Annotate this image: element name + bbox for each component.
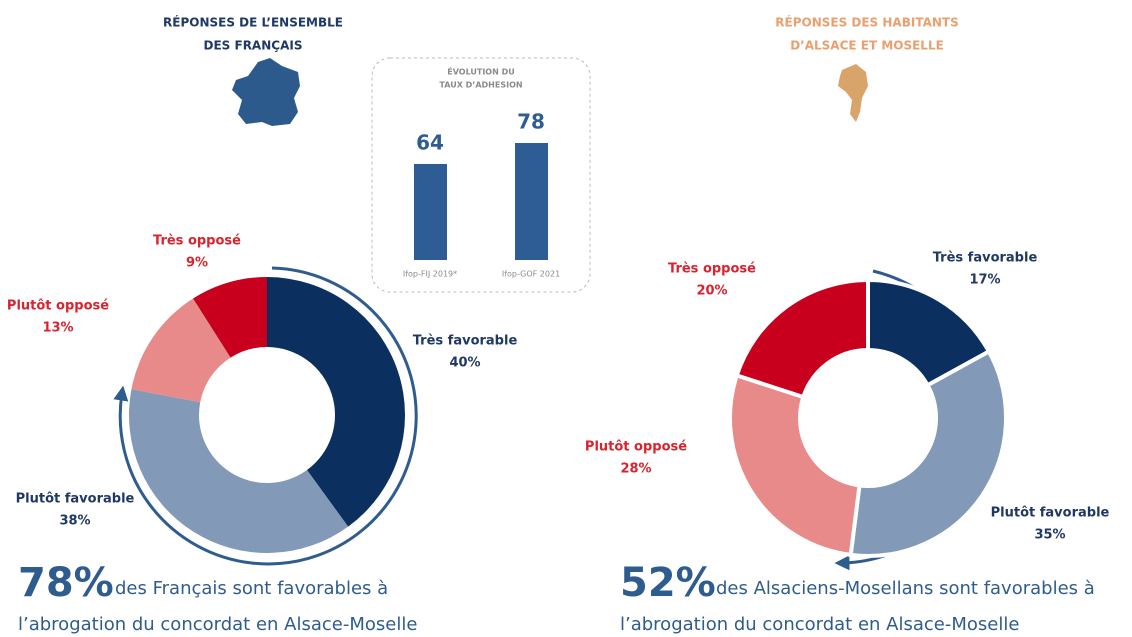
donut-segment <box>728 372 862 558</box>
donut-segment <box>848 348 1008 558</box>
chart-title: DES FRANÇAIS <box>204 39 303 53</box>
caption: l’abrogation du concordat en Alsace-Mose… <box>18 614 417 635</box>
bar <box>414 164 447 260</box>
segment-value: 28% <box>620 462 651 477</box>
segment-value: 20% <box>696 284 727 299</box>
bar-title: TAUX D’ADHESION <box>439 81 522 90</box>
bar-value: 78 <box>517 110 545 134</box>
headline: 78% <box>18 560 114 606</box>
segment-label: Très favorable <box>413 334 518 349</box>
segment-value: 13% <box>42 321 73 336</box>
donut-segment <box>131 298 231 403</box>
segment-label: Très opposé <box>153 234 241 249</box>
chart-title: RÉPONSES DE L’ENSEMBLE <box>163 15 343 30</box>
segment-value: 17% <box>969 273 1000 288</box>
donut-segment <box>129 389 349 553</box>
caption: des Alsaciens-Mosellans sont favorables … <box>716 578 1095 599</box>
headline: 52% <box>620 560 716 606</box>
segment-label: Plutôt opposé <box>585 440 687 455</box>
segment-label: Plutôt opposé <box>7 299 109 314</box>
france-map <box>232 58 300 126</box>
segment-value: 35% <box>1034 528 1065 543</box>
chart-title: RÉPONSES DES HABITANTS <box>775 15 958 30</box>
segment-label: Plutôt favorable <box>16 492 135 507</box>
chart-title: D’ALSACE ET MOSELLE <box>790 39 944 53</box>
bar-category: Ifop-GOF 2021 <box>502 270 560 279</box>
bar-panel <box>371 57 591 293</box>
bar <box>515 143 548 260</box>
caption: l’abrogation du concordat en Alsace-Mose… <box>620 614 1019 635</box>
bar-title: ÉVOLUTION DU <box>447 66 514 77</box>
bar-category: Ifop-FIJ 2019* <box>403 270 457 279</box>
donut-segment <box>734 277 870 400</box>
donut-segment <box>193 277 267 358</box>
donut-segment <box>866 277 992 388</box>
bar-value: 64 <box>416 131 444 155</box>
donut-segment <box>267 277 406 527</box>
caption: des Français sont favorables à <box>115 578 388 599</box>
arrow <box>113 266 418 566</box>
segment-value: 40% <box>449 356 480 371</box>
segment-label: Plutôt favorable <box>991 506 1110 521</box>
segment-label: Très opposé <box>668 262 756 277</box>
segment-value: 9% <box>186 256 208 271</box>
alsace-map <box>838 64 868 122</box>
segment-value: 38% <box>59 514 90 529</box>
segment-label: Très favorable <box>933 251 1038 266</box>
